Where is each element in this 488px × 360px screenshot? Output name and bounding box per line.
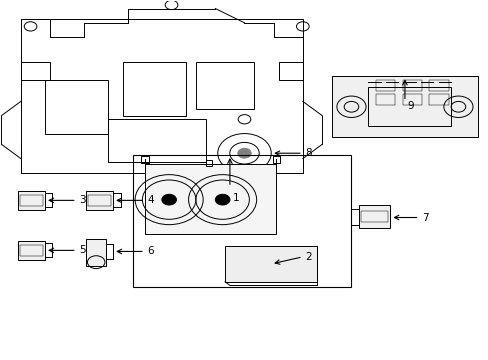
Bar	[368, 87, 450, 126]
Circle shape	[162, 194, 176, 205]
Bar	[108, 119, 205, 162]
Bar	[88, 195, 111, 206]
Bar	[122, 62, 186, 116]
Bar	[19, 241, 45, 260]
Circle shape	[237, 148, 251, 158]
Text: 4: 4	[147, 195, 154, 205]
Text: 1: 1	[232, 193, 239, 203]
Bar	[278, 62, 302, 80]
Bar	[358, 205, 389, 228]
Text: 3: 3	[79, 195, 85, 205]
Bar	[20, 195, 43, 206]
Bar	[361, 211, 387, 222]
Bar	[144, 164, 276, 234]
Bar	[86, 191, 113, 210]
Text: 8: 8	[305, 148, 311, 158]
Bar	[375, 80, 394, 91]
Bar	[141, 157, 149, 163]
Text: 5: 5	[79, 246, 85, 255]
Bar	[21, 62, 50, 80]
Bar	[19, 191, 45, 210]
Bar	[402, 94, 421, 105]
Bar	[45, 80, 108, 134]
Bar	[205, 160, 212, 166]
Bar	[272, 157, 280, 163]
Bar	[196, 62, 254, 109]
Bar	[428, 80, 448, 91]
Bar	[402, 80, 421, 91]
Text: 2: 2	[305, 252, 311, 262]
Text: 7: 7	[421, 212, 427, 222]
Bar	[132, 155, 351, 287]
Bar	[375, 94, 394, 105]
Bar	[428, 94, 448, 105]
Text: 6: 6	[147, 247, 154, 256]
Bar	[20, 246, 43, 256]
Bar	[21, 19, 302, 173]
Bar	[331, 76, 477, 137]
Circle shape	[215, 194, 229, 205]
Text: 9: 9	[407, 102, 413, 111]
Bar	[224, 246, 317, 282]
Bar	[86, 239, 106, 266]
